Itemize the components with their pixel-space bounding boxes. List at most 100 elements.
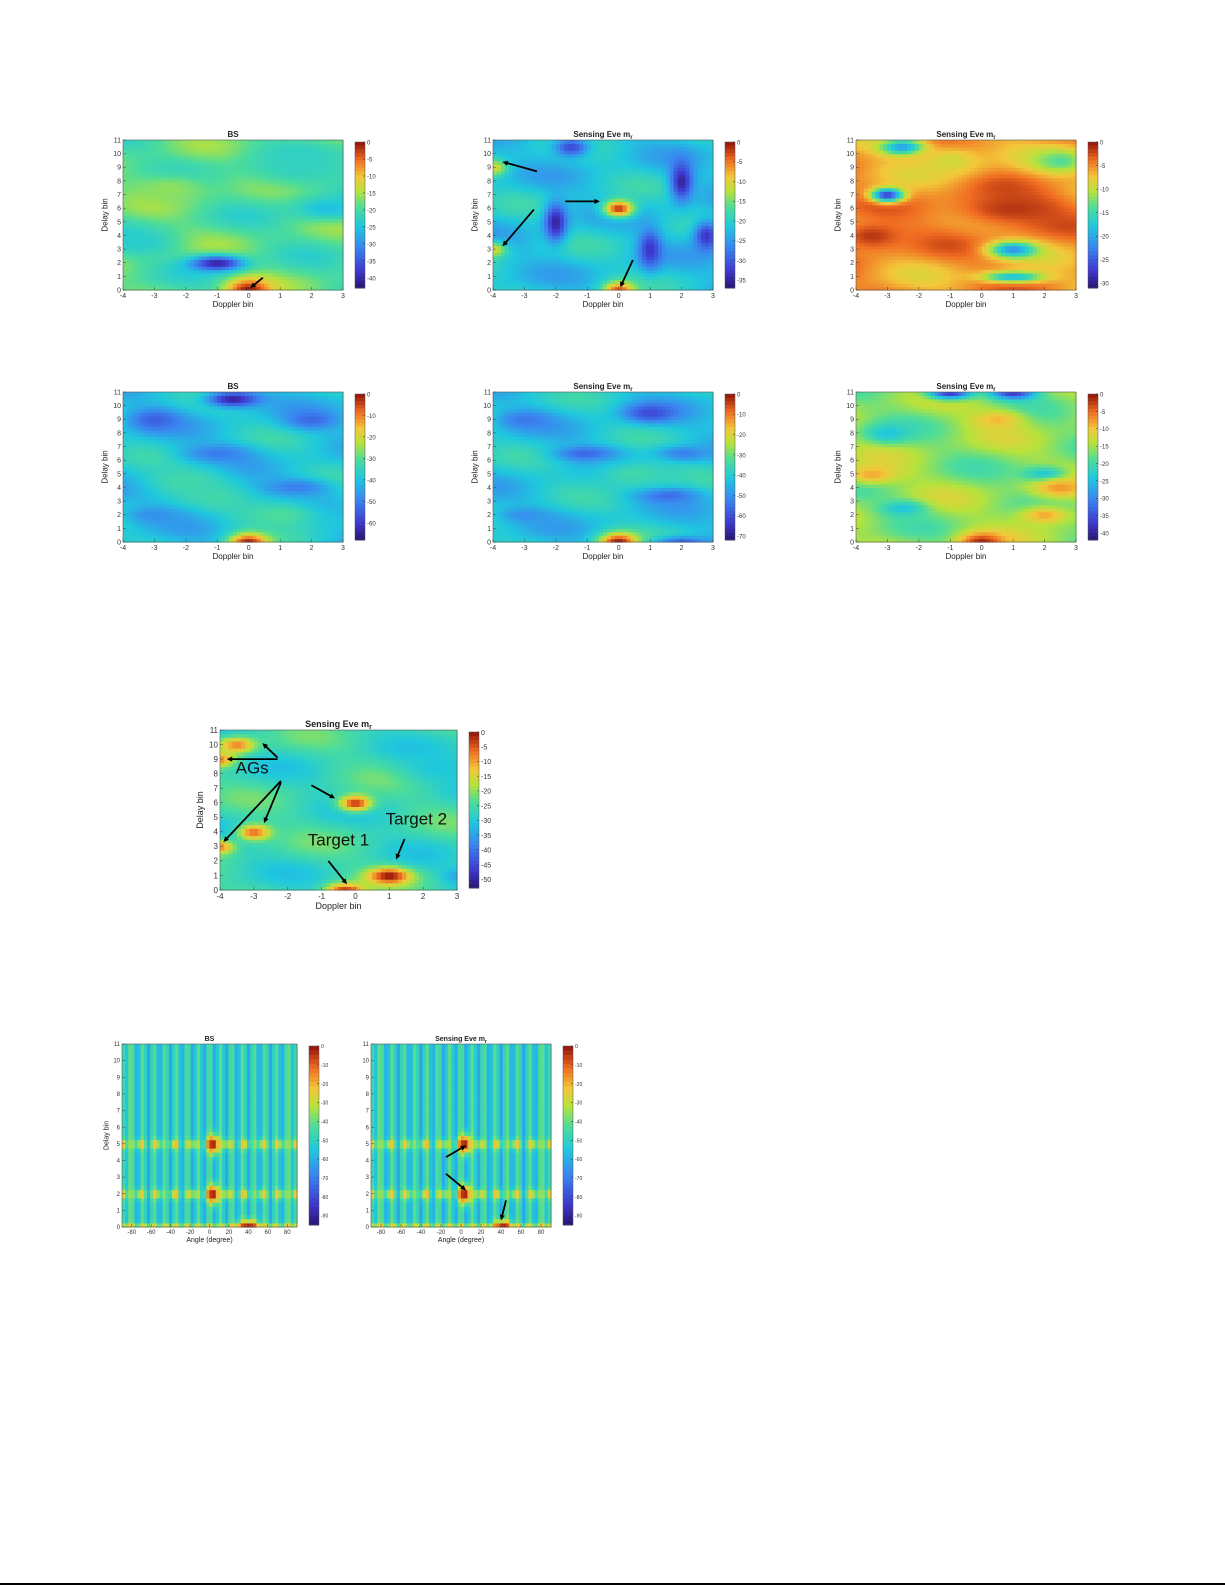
heatmap-cell (162, 191, 167, 196)
heatmap-cell (559, 283, 565, 288)
heatmap-cell (240, 187, 246, 192)
heatmap-cell (130, 255, 136, 260)
heatmap-cell (229, 218, 234, 223)
heatmap-cell (508, 228, 514, 233)
heatmap-cell (236, 252, 242, 257)
heatmap-cell (701, 194, 706, 199)
heatmap-cell (622, 146, 628, 151)
heatmap-cell (178, 211, 183, 216)
heatmap-cell (606, 180, 612, 185)
heatmap-cell (650, 259, 655, 264)
heatmap-cell (634, 262, 639, 267)
heatmap-cell (225, 242, 230, 247)
heatmap-cell (642, 201, 647, 206)
heatmap-cell (311, 208, 317, 213)
heatmap-cell (213, 163, 218, 168)
heatmap-cell (559, 184, 565, 189)
heatmap-cell (567, 279, 573, 284)
heatmap-cell (315, 194, 321, 199)
heatmap-cell (579, 245, 584, 250)
heatmap-cell (213, 279, 218, 284)
heatmap-cell (327, 262, 332, 267)
heatmap-cell (669, 187, 675, 192)
heatmap-cell (319, 197, 324, 202)
heatmap-cell (291, 249, 297, 254)
heatmap-cell (638, 228, 643, 233)
heatmap-cell (303, 252, 309, 257)
heatmap-cell (221, 215, 226, 220)
heatmap-cell (669, 177, 675, 182)
heatmap-cell (532, 252, 537, 257)
heatmap-cell (260, 140, 266, 145)
heatmap-cell (512, 262, 518, 267)
heatmap-cell (603, 252, 608, 257)
heatmap-cell (646, 249, 651, 254)
heatmap-cell (508, 225, 514, 230)
heatmap-cell (331, 177, 336, 182)
heatmap-cell (532, 225, 537, 230)
heatmap-cell (123, 143, 128, 148)
heatmap-cell (162, 140, 167, 145)
heatmap-cell (646, 259, 651, 264)
heatmap-cell (178, 174, 183, 179)
heatmap-cell (323, 208, 328, 213)
heatmap-cell (638, 238, 643, 243)
heatmap-cell (705, 143, 710, 148)
heatmap-cell (532, 157, 537, 162)
heatmap-cell (260, 259, 266, 264)
heatmap-cell (197, 252, 203, 257)
heatmap-cell (520, 211, 526, 216)
heatmap-cell (123, 163, 128, 168)
heatmap-cell (685, 255, 691, 260)
heatmap-cell (174, 245, 179, 250)
heatmap-cell (154, 279, 159, 284)
heatmap-cell (567, 197, 573, 202)
heatmap-cell (504, 252, 510, 257)
heatmap-cell (178, 215, 183, 220)
heatmap-cell (154, 221, 159, 226)
heatmap-cell (544, 211, 549, 216)
heatmap-cell (689, 286, 694, 291)
heatmap-cell (288, 167, 293, 172)
heatmap-cell (162, 184, 167, 189)
heatmap-cell (599, 163, 604, 168)
heatmap-cell (595, 194, 600, 199)
heatmap-cell (248, 140, 254, 145)
heatmap-cell (126, 177, 132, 182)
heatmap-cell (681, 191, 687, 196)
heatmap-cell (126, 255, 132, 260)
heatmap-cell (532, 146, 537, 151)
heatmap-cell (240, 286, 246, 291)
heatmap-cell (496, 249, 502, 254)
heatmap-cell (142, 153, 148, 158)
heatmap-cell (323, 245, 328, 250)
heatmap-cell (571, 184, 577, 189)
heatmap-cell (614, 238, 620, 243)
heatmap-cell (280, 215, 285, 220)
heatmap-cell (248, 194, 254, 199)
heatmap-cell (189, 211, 195, 216)
heatmap-cell (658, 279, 663, 284)
heatmap-cell (315, 160, 321, 165)
heatmap-cell (701, 160, 706, 165)
heatmap-cell (158, 184, 163, 189)
heatmap-cell (193, 187, 199, 192)
heatmap-cell (221, 177, 226, 182)
heatmap-cell (705, 150, 710, 155)
heatmap-cell (307, 143, 313, 148)
heatmap-cell (555, 279, 561, 284)
heatmap-cell (548, 187, 553, 192)
heatmap-cell (181, 249, 187, 254)
heatmap-cell (311, 259, 317, 264)
heatmap-cell (634, 272, 639, 277)
heatmap-cell (654, 191, 659, 196)
heatmap-cell (579, 187, 584, 192)
heatmap-cell (701, 255, 706, 260)
heatmap-cell (134, 245, 140, 250)
heatmap-cell (288, 266, 293, 271)
heatmap-cell (331, 286, 336, 291)
heatmap-cell (327, 238, 332, 243)
heatmap-cell (201, 242, 207, 247)
heatmap-cell (701, 262, 706, 267)
heatmap-cell (236, 191, 242, 196)
